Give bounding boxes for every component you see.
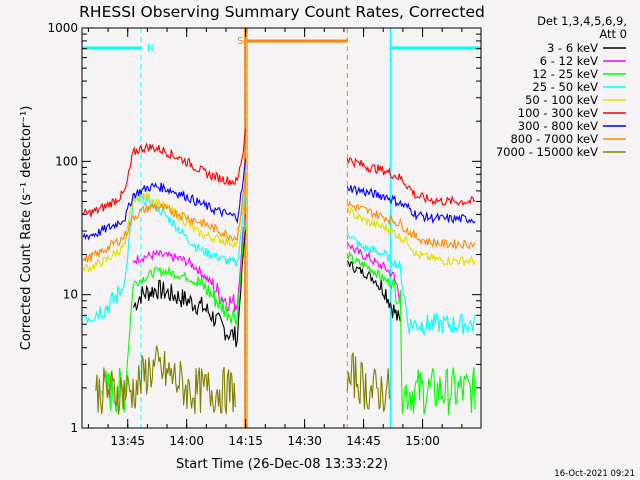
series-line-5 <box>346 157 476 207</box>
y-tick-label: 1 <box>70 421 78 435</box>
series-line-8 <box>95 345 236 415</box>
chart-title: RHESSI Observing Summary Count Rates, Co… <box>79 3 485 21</box>
x-tick-label: 15:00 <box>405 434 440 448</box>
series-line-8 <box>346 352 391 412</box>
series-line-5 <box>82 129 247 218</box>
x-tick-label: 14:45 <box>346 434 381 448</box>
y-tick-label: 1000 <box>47 21 78 35</box>
plot-frame <box>81 27 482 429</box>
legend-title: Det 1,3,4,5,6,9, <box>537 14 627 28</box>
legend-label: 300 - 800 keV <box>518 119 598 133</box>
series-line-4 <box>82 169 247 273</box>
legend-label: 6 - 12 keV <box>540 54 598 68</box>
series-line-1 <box>132 213 247 312</box>
series-line-3 <box>346 230 476 336</box>
legend-label: 50 - 100 keV <box>525 93 598 107</box>
flag-label-n: N <box>147 43 154 54</box>
legend-label: 25 - 50 keV <box>532 80 598 94</box>
y-tick-label: 100 <box>55 154 78 168</box>
legend-subtitle: Att 0 <box>599 27 627 41</box>
series-line-6 <box>346 185 476 225</box>
legend-label: 100 - 300 keV <box>518 106 598 120</box>
flag-label-s: S <box>237 36 243 47</box>
plot-area: NS <box>82 28 481 428</box>
legend-label: 800 - 7000 keV <box>510 132 598 146</box>
series-line-0 <box>132 230 247 348</box>
x-tick-label: 14:15 <box>228 434 263 448</box>
series-line-0 <box>346 260 401 322</box>
y-tick-label: 10 <box>63 288 78 302</box>
y-axis-label: Corrected Count Rate (s⁻¹ detector⁻¹) <box>19 106 34 351</box>
series-line-2 <box>101 219 247 413</box>
x-axis-label: Start Time (26-Dec-08 13:33:22) <box>176 457 388 472</box>
legend-label: 3 - 6 keV <box>547 41 598 55</box>
x-tick-label: 14:00 <box>169 434 204 448</box>
legend-label: 7000 - 15000 keV <box>496 145 598 159</box>
series-line-2 <box>346 250 476 415</box>
series-line-1 <box>346 241 401 303</box>
series-line-3 <box>82 192 247 323</box>
series-line-7 <box>346 200 476 251</box>
x-tick-label: 13:45 <box>110 434 145 448</box>
generated-timestamp: 16-Oct-2021 09:21 <box>554 469 635 479</box>
axes: 1 10 100 1000 13:45 14:00 14:15 14:30 14:45 15:00 <box>47 21 481 448</box>
series-line-7 <box>82 172 247 263</box>
series-line-6 <box>82 158 247 241</box>
legend-label: 12 - 25 keV <box>532 67 598 81</box>
x-tick-label: 14:30 <box>287 434 322 448</box>
series-line-4 <box>346 207 476 266</box>
